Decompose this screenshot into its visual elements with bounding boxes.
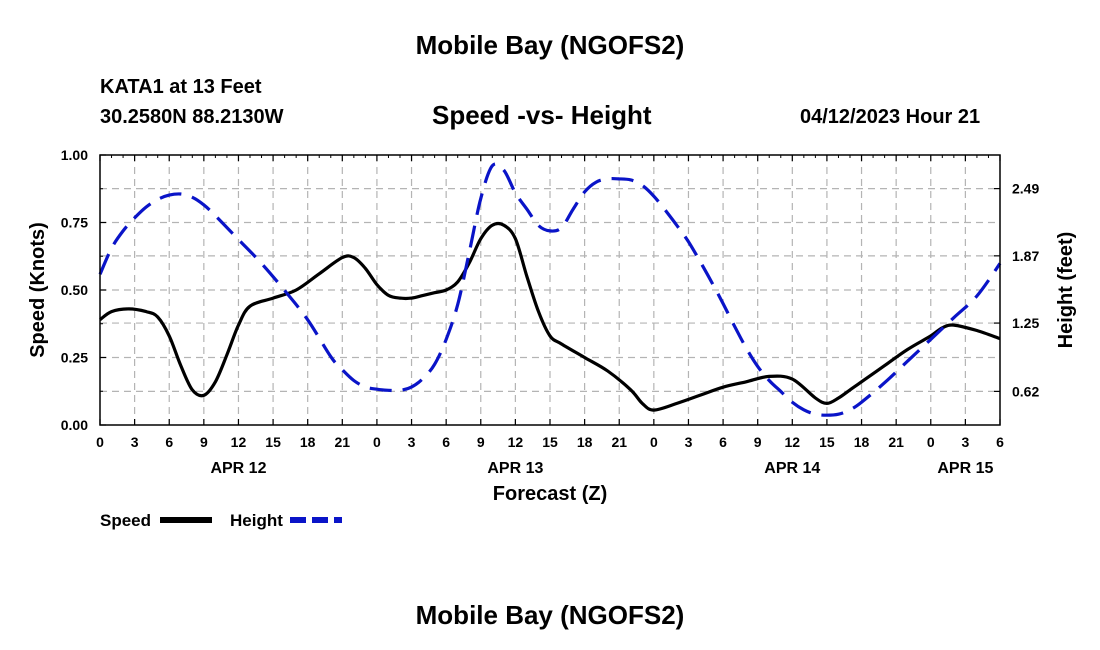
x-tick-label: 6 bbox=[996, 434, 1004, 450]
x-tick-label: 6 bbox=[165, 434, 173, 450]
x-date-label: APR 12 bbox=[210, 460, 266, 477]
grid-lines bbox=[100, 155, 1000, 425]
x-tick-label: 21 bbox=[335, 434, 351, 450]
chart-main-title: Mobile Bay (NGOFS2) bbox=[415, 30, 685, 60]
x-tick-label: 0 bbox=[650, 434, 658, 450]
x-tick-label: 21 bbox=[611, 434, 627, 450]
x-tick-label: 9 bbox=[200, 434, 208, 450]
x-axis-title: Forecast (Z) bbox=[493, 483, 607, 505]
x-tick-label: 3 bbox=[408, 434, 416, 450]
repeated-chart-title: Mobile Bay (NGOFS2) bbox=[415, 600, 685, 630]
x-tick-label: 9 bbox=[754, 434, 762, 450]
y2-tick-label: 1.87 bbox=[1012, 248, 1039, 264]
station-label: KATA1 at 13 Feet bbox=[100, 76, 262, 98]
legend-speed-label: Speed bbox=[100, 511, 151, 530]
x-tick-label: 12 bbox=[231, 434, 247, 450]
x-tick-label: 3 bbox=[961, 434, 969, 450]
x-tick-label: 18 bbox=[577, 434, 593, 450]
x-tick-label: 15 bbox=[265, 434, 281, 450]
x-date-label: APR 13 bbox=[487, 460, 543, 477]
axis-labels: 0 3 6 9 12 15 18 21 0 3 6 9 12 15 18 21 0 3 6 9 12 15 18 21 0 3 6A… bbox=[61, 147, 1040, 477]
x-tick-label: 12 bbox=[508, 434, 524, 450]
y-tick-label: 0.50 bbox=[61, 282, 88, 298]
x-date-label: APR 14 bbox=[764, 460, 820, 477]
series-line-height bbox=[98, 162, 1002, 417]
y2-tick-label: 1.25 bbox=[1012, 315, 1039, 331]
x-tick-label: 15 bbox=[542, 434, 558, 450]
axis-ticks bbox=[99, 154, 1001, 426]
x-tick-label: 6 bbox=[719, 434, 727, 450]
series-lines bbox=[98, 162, 1002, 417]
y-tick-label: 0.75 bbox=[61, 215, 88, 231]
y-tick-label: 1.00 bbox=[61, 147, 88, 163]
x-tick-label: 21 bbox=[888, 434, 904, 450]
y-tick-label: 0.25 bbox=[61, 350, 88, 366]
x-tick-label: 12 bbox=[785, 434, 801, 450]
x-tick-label: 0 bbox=[373, 434, 381, 450]
x-tick-label: 18 bbox=[854, 434, 870, 450]
x-tick-label: 6 bbox=[442, 434, 450, 450]
chart-subtitle: Speed -vs- Height bbox=[432, 100, 652, 130]
y-axis-title: Speed (Knots) bbox=[27, 222, 49, 358]
x-tick-label: 0 bbox=[927, 434, 935, 450]
y-tick-label: 0.00 bbox=[61, 417, 88, 433]
x-tick-label: 15 bbox=[819, 434, 835, 450]
x-tick-label: 9 bbox=[477, 434, 485, 450]
x-tick-label: 3 bbox=[685, 434, 693, 450]
x-date-label: APR 15 bbox=[937, 460, 993, 477]
x-tick-label: 0 bbox=[96, 434, 104, 450]
x-tick-label: 18 bbox=[300, 434, 316, 450]
chart-legend: Speed Height bbox=[100, 511, 342, 530]
y2-tick-label: 0.62 bbox=[1012, 383, 1039, 399]
station-coordinates: 30.2580N 88.2130W bbox=[100, 106, 284, 128]
y2-tick-label: 2.49 bbox=[1012, 181, 1039, 197]
y2-axis-title: Height (feet) bbox=[1055, 232, 1077, 349]
legend-height-label: Height bbox=[230, 511, 283, 530]
forecast-datetime: 04/12/2023 Hour 21 bbox=[800, 106, 981, 128]
x-tick-label: 3 bbox=[131, 434, 139, 450]
series-line-speed bbox=[99, 221, 1001, 412]
